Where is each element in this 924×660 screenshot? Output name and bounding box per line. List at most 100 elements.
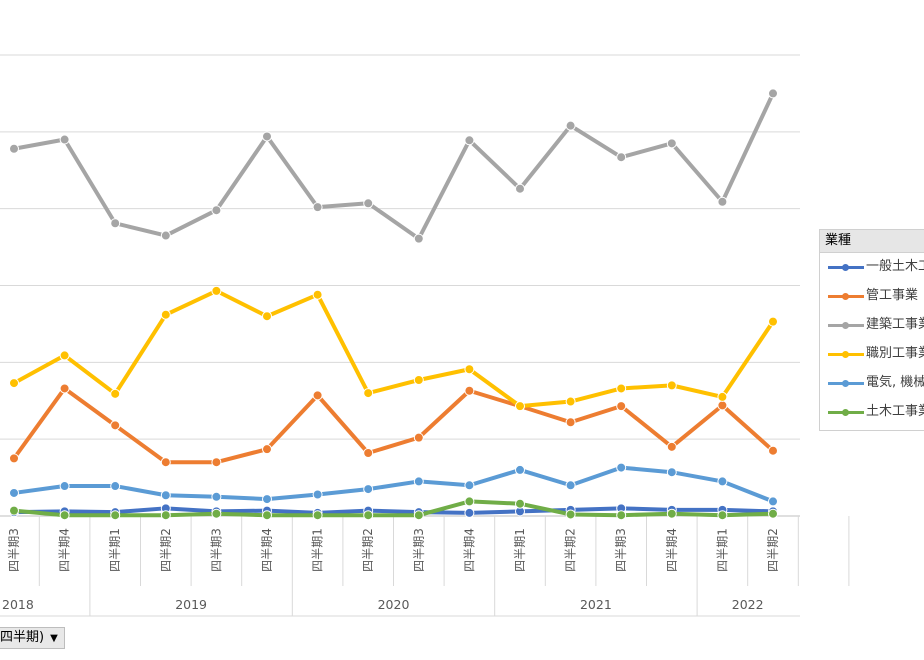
legend-marker: [842, 409, 849, 416]
x-tick-label: 四半期4: [58, 528, 72, 572]
data-point: [110, 510, 121, 521]
legend-item: 電気, 機械器具設置工事業: [826, 374, 924, 392]
data-point: [616, 383, 627, 394]
legend-label: 電気, 機械器具設置工事業: [866, 375, 924, 390]
year-label: 2022: [732, 597, 764, 612]
year-label: 2021: [580, 597, 612, 612]
legend-label: 建築工事業: [866, 317, 924, 332]
data-point: [565, 417, 576, 428]
x-tick-label: 四半期3: [412, 528, 426, 572]
series-line: [12, 91, 775, 241]
data-point: [9, 487, 19, 498]
data-point: [211, 491, 222, 502]
legend-label: 職別工事業: [866, 346, 924, 361]
data-point: [59, 383, 70, 394]
series-line: [12, 386, 775, 465]
legend: 業種 一般土木工事業管工事業建築工事業職別工事業電気, 機械器具設置工事業土木工…: [819, 229, 924, 431]
data-point: [515, 183, 525, 194]
data-point: [616, 401, 627, 412]
data-point: [160, 230, 171, 241]
data-point: [717, 476, 728, 487]
series-5: [9, 462, 778, 507]
data-point: [565, 120, 576, 131]
data-point: [312, 510, 323, 521]
data-point: [110, 481, 121, 492]
x-tick-label: 四半期4: [665, 528, 679, 572]
x-tick-label: 四半期3: [7, 528, 21, 572]
data-point: [464, 364, 475, 375]
data-point: [363, 388, 374, 399]
data-point: [413, 375, 424, 386]
x-tick-label: 四半期1: [715, 528, 729, 572]
data-point: [211, 205, 222, 216]
data-point: [768, 316, 778, 327]
dropdown-arrow-icon: ▼: [50, 633, 58, 644]
data-point: [262, 311, 272, 322]
data-point: [717, 391, 728, 402]
legend-item: 一般土木工事業: [826, 258, 924, 276]
series-line: [12, 288, 775, 409]
data-point: [160, 510, 171, 521]
legend-swatch: [826, 345, 866, 363]
data-point: [262, 131, 272, 142]
legend-swatch: [826, 258, 866, 276]
data-point: [717, 196, 728, 207]
data-point: [565, 480, 576, 491]
x-tick-label: 四半期1: [513, 528, 527, 572]
x-tick-label: 四半期3: [209, 528, 223, 572]
x-tick-label: 四半期2: [159, 528, 173, 572]
year-label: 2019: [175, 597, 207, 612]
data-point: [363, 447, 374, 458]
data-point: [768, 496, 778, 507]
data-point: [413, 233, 424, 244]
data-point: [565, 396, 576, 407]
legend-swatch: [826, 287, 866, 305]
x-axis: 四半期3 四半期4 四半期1 四半期2 四半期3 四半期4 四半期1 四半期2 四半期3 四半期4…: [0, 515, 850, 617]
legend-swatch: [826, 316, 866, 334]
series-6: [9, 496, 778, 521]
data-point: [110, 388, 121, 399]
data-point: [717, 510, 728, 521]
data-point: [312, 202, 323, 213]
data-point: [363, 484, 374, 495]
data-point: [464, 496, 475, 507]
series-line: [12, 465, 775, 504]
data-point: [262, 444, 272, 455]
series-2: [9, 383, 778, 468]
data-point: [768, 88, 778, 99]
series-line: [12, 499, 775, 518]
series-line: [12, 506, 775, 515]
data-point: [515, 464, 525, 475]
data-point: [59, 510, 70, 521]
date-field-filter-button[interactable]: 四半期) ▼: [0, 627, 65, 649]
series-lines: [9, 88, 778, 521]
gridlines: [0, 54, 800, 440]
x-tick-label: 四半期4: [462, 528, 476, 572]
data-point: [413, 432, 424, 443]
data-point: [413, 476, 424, 487]
legend-item: 土木工事業: [826, 403, 924, 421]
data-point: [312, 489, 323, 500]
data-point: [666, 467, 677, 478]
data-point: [9, 453, 19, 464]
data-point: [160, 309, 171, 320]
x-tick-label: 四半期2: [361, 528, 375, 572]
legend-label: 土木工事業: [866, 404, 924, 419]
data-point: [717, 400, 728, 411]
year-label: 2020: [378, 597, 410, 612]
series-3: [9, 88, 778, 244]
data-point: [565, 509, 576, 520]
data-point: [110, 218, 121, 229]
data-point: [768, 508, 778, 519]
x-tick-label: 四半期1: [108, 528, 122, 572]
data-point: [464, 480, 475, 491]
x-tick-label: 四半期3: [614, 528, 628, 572]
legend-marker: [842, 322, 849, 329]
year-label: 2018: [2, 597, 34, 612]
data-point: [363, 510, 374, 521]
data-point: [110, 420, 121, 431]
data-point: [59, 481, 70, 492]
data-point: [616, 152, 627, 163]
data-point: [59, 134, 70, 145]
